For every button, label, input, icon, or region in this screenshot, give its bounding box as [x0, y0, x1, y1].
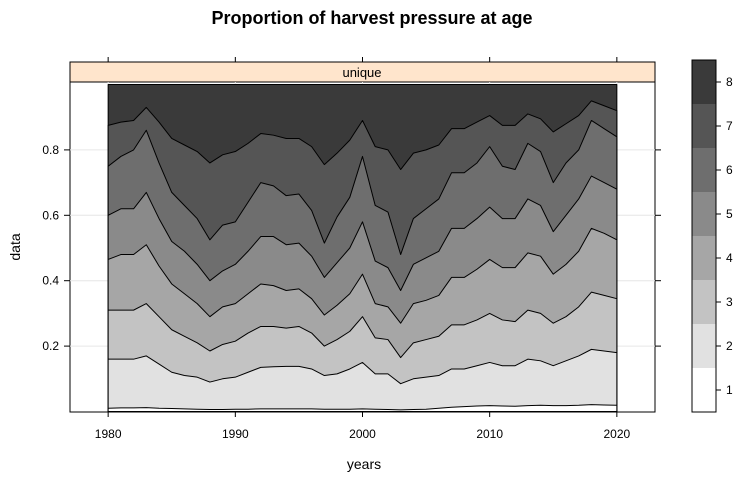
y-tick-label: 0.4	[42, 274, 59, 288]
color-key-label: 6	[726, 163, 733, 177]
color-key-frame	[691, 59, 717, 413]
chart-title: Proportion of harvest pressure at age	[211, 8, 532, 28]
area-layer-1	[107, 404, 618, 412]
x-tick-label: 2020	[603, 427, 630, 441]
color-key-swatch-8	[692, 60, 716, 104]
color-key-swatch-4	[692, 236, 716, 280]
y-tick-label: 0.6	[42, 208, 59, 222]
area-layers	[107, 84, 618, 412]
color-key-swatch-5	[692, 192, 716, 236]
color-key-label: 4	[726, 251, 733, 265]
color-key-label: 2	[726, 339, 733, 353]
color-key-label: 5	[726, 207, 733, 221]
area-layer-2	[107, 348, 618, 412]
color-key-swatch-6	[692, 148, 716, 192]
y-axis-label: data	[7, 233, 23, 260]
color-key: 1 2 3 4 5 6 7 8	[691, 59, 733, 413]
color-key-label: 3	[726, 295, 733, 309]
x-tick-label: 1990	[222, 427, 249, 441]
axis-ticks: 1980 1990 2000 2010 2020 0.2 0.4 0.6 0.8	[42, 57, 661, 441]
color-key-swatch-7	[692, 104, 716, 148]
x-tick-label: 1980	[95, 427, 122, 441]
y-tick-label: 0.8	[42, 143, 59, 157]
x-axis-label: years	[347, 456, 381, 472]
color-key-label: 8	[726, 75, 733, 89]
x-tick-label: 2010	[476, 427, 503, 441]
y-tick-label: 0.2	[42, 339, 59, 353]
color-key-swatch-2	[692, 324, 716, 368]
color-key-label: 7	[726, 119, 733, 133]
color-key-swatch-1	[692, 368, 716, 412]
color-key-swatch-3	[692, 280, 716, 324]
panel-strip-label: unique	[342, 65, 381, 80]
x-tick-label: 2000	[349, 427, 376, 441]
color-key-label: 1	[726, 383, 733, 397]
